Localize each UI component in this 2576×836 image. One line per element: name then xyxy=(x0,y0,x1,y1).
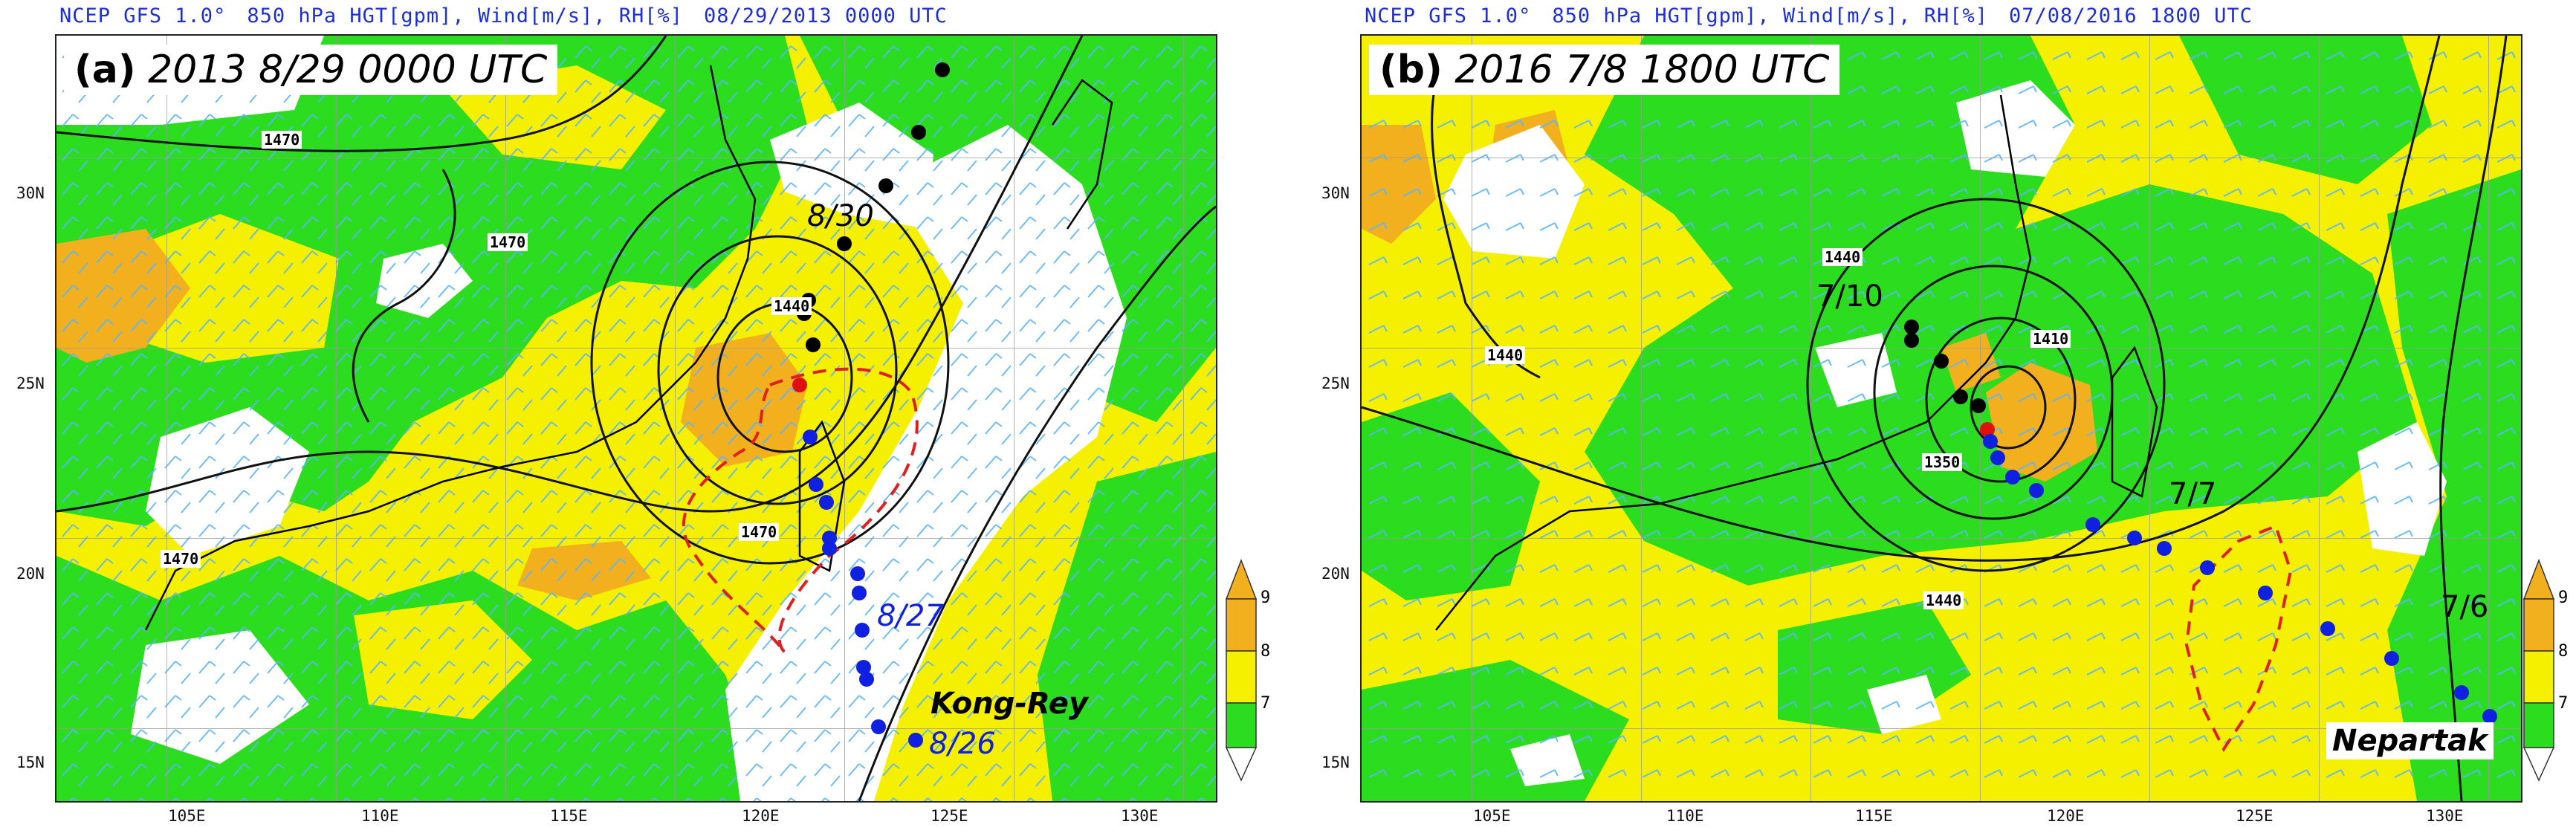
lon-label: 125E xyxy=(2236,807,2274,825)
track-date-label: 8/27 xyxy=(877,599,944,633)
panel-a: NCEP GFS 1.0° 850 hPa HGT[gpm], Wind[m/s]… xyxy=(0,0,1271,836)
lon-label: 120E xyxy=(2047,807,2085,825)
contour-label: 1440 xyxy=(1485,346,1526,364)
lon-label: 105E xyxy=(1473,807,1511,825)
colorbar: 9 8 7 xyxy=(1225,559,1271,782)
colorbar-tick: 8 xyxy=(1261,642,1271,661)
header-fields: 850 hPa HGT[gpm], Wind[m/s], RH[%] xyxy=(247,4,684,27)
colorbar: 9 8 7 xyxy=(2522,559,2569,782)
track-future xyxy=(1983,434,2497,724)
lat-label: 15N xyxy=(1321,754,1350,771)
panel-title: (a) 2013 8/29 0000 UTC xyxy=(64,45,558,95)
track-date-label: 7/10 xyxy=(1816,279,1883,314)
track-past xyxy=(1904,320,1986,413)
contour-label: 1470 xyxy=(161,550,201,568)
panel-tag: (a) xyxy=(74,48,136,92)
contour-label: 1350 xyxy=(1922,453,1963,471)
track-current xyxy=(1980,422,1995,437)
header-source: NCEP GFS 1.0° xyxy=(59,4,227,27)
panel-time: 2013 8/29 0000 UTC xyxy=(148,48,548,92)
map-graphic xyxy=(1362,36,2521,801)
track-future xyxy=(803,430,923,748)
panel-title: (b) 2016 7/8 1800 UTC xyxy=(1369,45,1840,95)
header-fields: 850 hPa HGT[gpm], Wind[m/s], RH[%] xyxy=(1552,4,1989,27)
colorbar-tick: 9 xyxy=(1261,589,1271,607)
lat-label: 20N xyxy=(1321,565,1350,583)
track-date-label: 8/30 xyxy=(807,199,874,233)
panel-tag: (b) xyxy=(1379,48,1443,92)
lat-label: 30N xyxy=(16,184,45,202)
lat-label: 25N xyxy=(16,375,45,392)
contour-label: 1470 xyxy=(262,131,302,149)
header-source: NCEP GFS 1.0° xyxy=(1365,4,1532,27)
colorbar-tick: 7 xyxy=(2558,694,2569,713)
lon-label: 110E xyxy=(361,807,399,825)
contour-label: 1410 xyxy=(2030,330,2071,348)
track-current xyxy=(792,378,807,392)
storm-name: Kong-Rey xyxy=(931,687,1089,721)
track-date-label: 7/7 xyxy=(2169,477,2217,511)
lon-label: 110E xyxy=(1666,807,1704,825)
lon-label: 120E xyxy=(742,807,780,825)
panel-time: 2016 7/8 1800 UTC xyxy=(1454,48,1830,92)
colorbar-tick: 8 xyxy=(2558,642,2569,661)
panel-header: NCEP GFS 1.0° 850 hPa HGT[gpm], Wind[m/s]… xyxy=(1365,4,2274,27)
map-area: (b) 2016 7/8 1800 UTC 1440 1440 1410 135… xyxy=(1360,34,2522,803)
lon-label: 130E xyxy=(1121,807,1159,825)
header-time: 08/29/2013 0000 UTC xyxy=(704,4,948,27)
panel-header: NCEP GFS 1.0° 850 hPa HGT[gpm], Wind[m/s]… xyxy=(59,4,968,27)
contour-label: 1440 xyxy=(771,297,812,315)
colorbar-graphic xyxy=(2522,559,2555,782)
lon-label: 105E xyxy=(168,807,206,825)
lat-label: 15N xyxy=(16,754,45,771)
map-area: (a) 2013 8/29 0000 UTC 1470 1470 1440 14… xyxy=(55,34,1217,803)
panel-b: NCEP GFS 1.0° 850 hPa HGT[gpm], Wind[m/s]… xyxy=(1305,0,2576,836)
colorbar-tick: 7 xyxy=(1261,694,1271,713)
track-date-label: 7/6 xyxy=(2441,590,2489,624)
contour-label: 1470 xyxy=(488,233,528,251)
colorbar-tick: 9 xyxy=(2558,589,2569,607)
lon-label: 130E xyxy=(2426,807,2464,825)
track-date-label: 8/26 xyxy=(929,727,996,761)
lat-label: 20N xyxy=(16,565,45,583)
lon-label: 115E xyxy=(550,807,588,825)
lat-label: 25N xyxy=(1321,375,1350,392)
contour-label: 1440 xyxy=(1923,592,1964,609)
lon-label: 125E xyxy=(931,807,968,825)
contour-label: 1470 xyxy=(739,523,780,541)
lon-label: 115E xyxy=(1855,807,1893,825)
lat-label: 30N xyxy=(1321,184,1350,202)
colorbar-graphic xyxy=(1225,559,1258,782)
header-time: 07/08/2016 1800 UTC xyxy=(2009,4,2253,27)
contour-label: 1440 xyxy=(1822,248,1863,266)
storm-name: Nepartak xyxy=(2326,722,2494,759)
